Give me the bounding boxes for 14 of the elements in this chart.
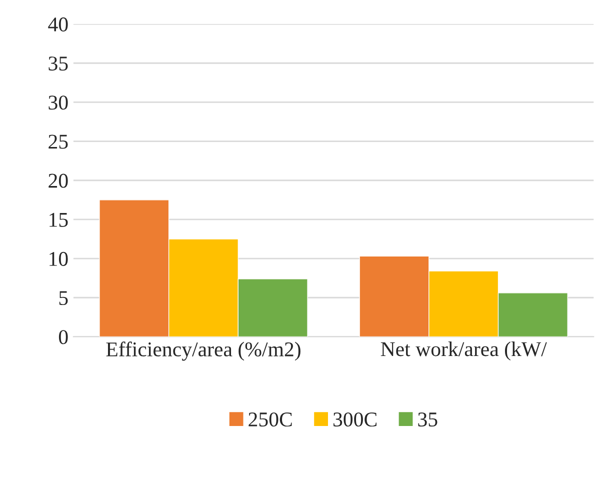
y-tick-label: 0 (58, 330, 68, 344)
y-tick-label: 35 (48, 56, 68, 71)
y-tick-label: 20 (48, 174, 68, 188)
legend-label: 300C (333, 412, 376, 427)
legend-label: 35 (418, 412, 438, 427)
y-tick-label: 25 (48, 134, 68, 149)
y-tick-label: 30 (48, 96, 68, 110)
y-tick-label: 10 (50, 252, 68, 266)
y-tick-label: 40 (48, 17, 68, 32)
x-tick-label: Efficiency/area (%/m2) (106, 342, 300, 361)
y-tick-label: 15 (50, 212, 68, 227)
x-tick-label: Net work/area (kW/ (380, 342, 547, 360)
legend-label: 250C (248, 412, 292, 427)
y-tick-label: 5 (59, 291, 68, 306)
